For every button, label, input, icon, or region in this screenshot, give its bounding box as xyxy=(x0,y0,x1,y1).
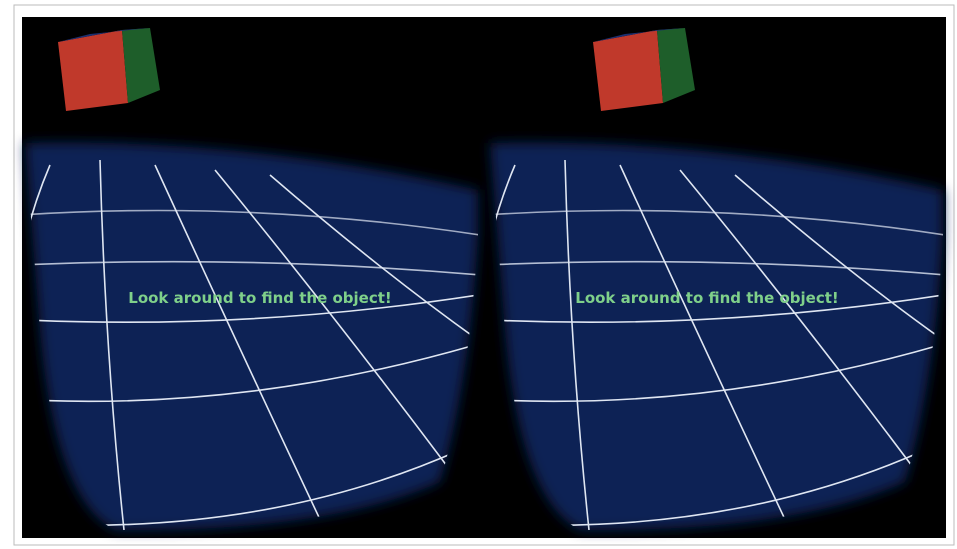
message: Look around to find the object! xyxy=(575,289,838,307)
floor-grid xyxy=(485,143,945,531)
message: Look around to find the object! xyxy=(128,289,391,307)
floor-grid xyxy=(20,143,480,531)
right-eye: Look around to find the object! xyxy=(485,28,945,530)
left-eye: Look around to find the object! xyxy=(20,28,480,530)
